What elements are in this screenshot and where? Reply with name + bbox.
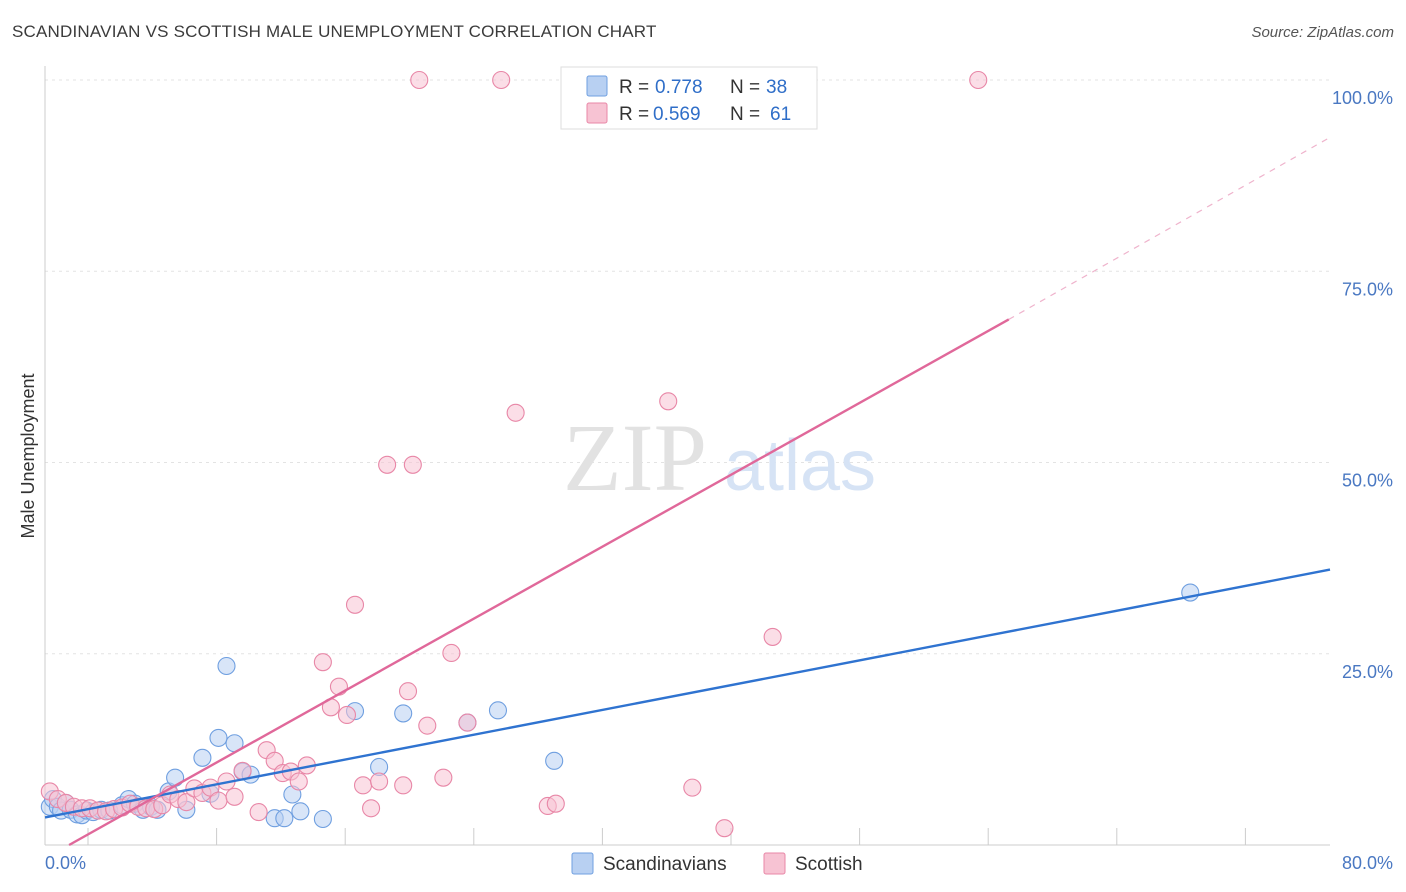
trend-extension-scottish [1008,136,1331,320]
point-scottish-55 [683,778,702,797]
x-tick-label-min: 0.0% [45,853,86,873]
point-scandinavians-32 [313,809,332,829]
point-scottish-24 [233,761,252,780]
legend-r-value-scandinavians: 0.778 [655,77,703,98]
point-scottish-39 [370,772,389,791]
point-scottish-25 [249,803,268,822]
series-legend-label-scandinavians: Scandinavians [603,854,727,875]
point-scottish-17 [177,793,196,812]
watermark-zip: ZIP [563,404,707,511]
trend-line-scandinavians [44,568,1331,819]
y-tick-label-1: 50.0% [1342,471,1393,491]
point-scottish-58 [969,70,988,90]
point-scottish-30 [289,772,308,791]
point-scottish-57 [763,627,782,646]
legend-n-label: N = [730,104,760,125]
point-scottish-38 [362,799,381,818]
axes: 25.0% 50.0% 75.0% 100.0% 0.0% 80.0% [44,66,1393,873]
legend-swatch-scandinavians [586,75,608,97]
point-scottish-34 [329,677,348,696]
legend-r-value-scottish: 0.569 [653,104,701,125]
x-tick-label-max: 80.0% [1342,853,1393,873]
point-scottish-52 [546,794,565,813]
series-legend-swatch-scottish [763,852,786,875]
legend-n-label: N = [730,77,760,98]
legend-swatch-scottish [586,102,608,124]
point-scottish-21 [209,791,228,810]
point-scandinavians-21 [193,748,212,767]
point-scottish-46 [434,768,453,787]
trend-line-scottish [68,318,1010,847]
watermark: ZIP atlas [563,404,876,511]
point-scottish-36 [345,595,365,614]
gridlines [45,79,1330,655]
point-scottish-42 [398,682,418,701]
y-axis-label: Male Unemployment [18,373,38,538]
point-scottish-32 [313,653,332,672]
point-scandinavians-37 [488,701,508,720]
series-legend-label-scottish: Scottish [795,854,863,875]
point-scandinavians-38 [545,751,564,770]
y-tick-label-3: 100.0% [1332,88,1393,108]
point-scottish-35 [337,705,357,725]
legend-n-value-scandinavians: 38 [766,77,787,98]
point-scandinavians-31 [291,802,310,821]
point-scottish-23 [225,787,244,806]
point-scandinavians-35 [394,704,413,723]
point-scandinavians-23 [209,728,228,747]
legend-n-value-scottish: 61 [770,104,791,125]
point-scandinavians-24 [217,656,236,676]
watermark-atlas: atlas [724,426,876,506]
point-scottish-43 [403,455,422,474]
point-scottish-45 [418,716,437,735]
legend-r-label: R = [619,77,649,98]
point-scottish-37 [353,776,373,795]
series-legend-swatch-scandinavians [571,852,594,875]
y-tick-label-0: 25.0% [1342,662,1393,682]
trend-lines [44,136,1331,847]
source-credit: Source: ZipAtlas.com [1251,24,1394,41]
point-scottish-56 [715,819,734,838]
point-scottish-49 [492,70,511,90]
correlation-legend: R = 0.778 N = 38 R = 0.569 N = 61 [560,66,818,130]
point-scottish-50 [506,403,525,422]
point-scandinavians-29 [275,809,294,828]
point-scottish-44 [410,70,429,90]
series-legend: Scandinavians Scottish [571,852,863,875]
point-scottish-40 [378,455,397,474]
legend-r-label: R = [619,104,649,125]
point-scottish-54 [659,392,678,411]
point-scottish-48 [458,713,477,732]
y-tick-label-2: 75.0% [1342,279,1393,299]
point-scottish-47 [442,643,461,663]
chart-title: SCANDINAVIAN VS SCOTTISH MALE UNEMPLOYME… [12,22,657,41]
point-scottish-41 [394,776,413,795]
